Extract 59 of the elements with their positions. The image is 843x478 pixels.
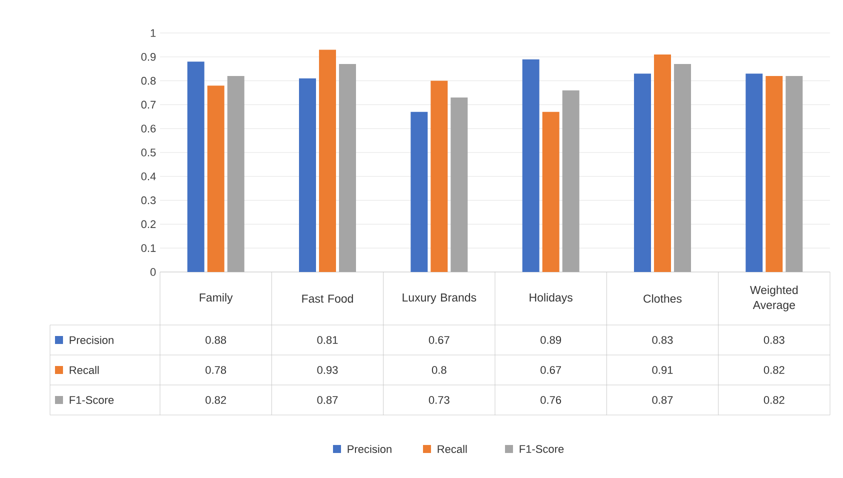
bar <box>542 112 560 272</box>
bar <box>339 64 356 272</box>
legend-label: Recall <box>70 366 99 374</box>
bar <box>227 76 244 272</box>
data-label: 0.89 <box>540 336 562 344</box>
bar <box>562 90 580 272</box>
bar <box>430 80 448 272</box>
x-tick-label: Clothes <box>644 294 682 303</box>
x-tick-label: Weighted Average <box>750 286 798 312</box>
x-tick-label: Luxury Brands <box>402 293 476 304</box>
y-tick-label: 0 <box>150 268 156 276</box>
data-label: 0.83 <box>764 336 784 344</box>
data-label: 0.67 <box>540 366 561 374</box>
bar <box>410 112 428 272</box>
text: Recall <box>438 444 467 454</box>
data-label: 0.73 <box>428 396 450 404</box>
text: F1-Score <box>520 445 564 453</box>
bar <box>786 76 803 272</box>
legend-label: F1-Score <box>70 396 114 404</box>
bar <box>634 74 651 272</box>
bar <box>319 50 336 272</box>
y-tick-label: 0.2 <box>141 220 156 228</box>
y-tick-label: 0.7 <box>141 100 156 109</box>
y-tick-label: 0.8 <box>141 76 156 85</box>
data-label: 0.87 <box>317 396 338 404</box>
y-tick-label: 1 <box>150 29 156 37</box>
bar <box>654 54 671 272</box>
bar <box>766 76 783 272</box>
data-label: 0.91 <box>652 366 673 374</box>
data-label: 0.82 <box>764 366 784 374</box>
data-label: 0.88 <box>206 336 226 344</box>
bar <box>187 62 204 272</box>
y-tick-label: 0.5 <box>141 148 156 156</box>
data-label: 0.8 <box>432 366 446 374</box>
x-tick-label: Holidays <box>530 293 572 304</box>
bar <box>450 98 468 272</box>
bar <box>207 86 224 272</box>
data-label: 0.87 <box>652 396 673 404</box>
y-tick-label: 0.3 <box>141 196 156 204</box>
data-label: 0.83 <box>652 336 673 344</box>
data-label: 0.78 <box>206 366 226 374</box>
y-tick-label: 0.6 <box>141 124 156 132</box>
data-label: 0.67 <box>428 336 450 344</box>
text: Precision <box>348 444 392 454</box>
data-label: 0.93 <box>317 366 338 374</box>
bar <box>674 64 691 272</box>
data-label: 0.76 <box>540 396 562 404</box>
x-tick-label: Fast Food <box>302 294 353 303</box>
y-tick-label: 0.1 <box>141 244 156 252</box>
bar <box>746 74 763 272</box>
x-tick-label: Family <box>200 293 233 304</box>
data-label: 0.82 <box>764 396 784 404</box>
bar <box>299 78 316 272</box>
data-label: 0.81 <box>317 336 338 344</box>
y-tick-label: 0.4 <box>141 172 156 180</box>
data-label: 0.82 <box>206 396 226 404</box>
bar <box>522 59 540 272</box>
legend-label: Precision <box>70 336 114 344</box>
y-tick-label: 0.9 <box>141 53 156 61</box>
